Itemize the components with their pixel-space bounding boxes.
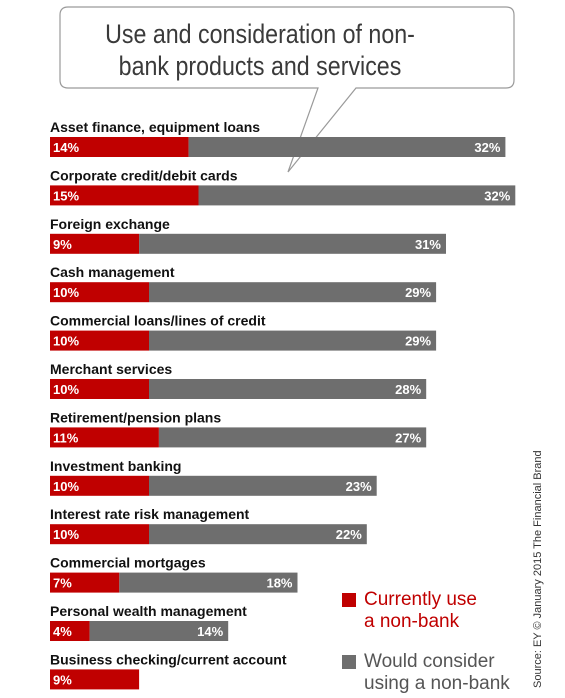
data-label-consider: 14% xyxy=(197,624,223,639)
bar-current xyxy=(50,572,120,593)
category-label: Foreign exchange xyxy=(50,216,170,232)
data-label-current: 15% xyxy=(53,188,79,203)
data-label-consider: 22% xyxy=(336,527,362,542)
legend-consider-line2: using a non-bank xyxy=(364,673,510,694)
category-label: Interest rate risk management xyxy=(50,506,250,522)
bar-current xyxy=(50,282,149,303)
bar-consider xyxy=(89,621,229,641)
data-label-current: 14% xyxy=(53,140,79,155)
legend-swatch-consider xyxy=(342,655,356,669)
category-label: Personal wealth management xyxy=(50,603,247,619)
data-label-consider: 29% xyxy=(405,285,431,300)
bar-consider xyxy=(158,427,427,448)
bar-consider xyxy=(149,330,437,351)
category-label: Merchant services xyxy=(50,361,172,377)
data-label-current: 10% xyxy=(53,285,79,300)
bar-current xyxy=(50,137,189,157)
bar-consider xyxy=(198,185,516,206)
bar-current xyxy=(50,379,149,399)
category-label: Investment banking xyxy=(50,458,181,474)
legend-swatch-current xyxy=(342,593,356,607)
category-label: Business checking/current account xyxy=(50,651,287,667)
data-label-current: 9% xyxy=(53,672,72,687)
title-speech-bubble xyxy=(59,6,515,173)
bar-consider xyxy=(149,475,377,496)
data-label-current: 9% xyxy=(53,237,72,252)
category-label: Commercial mortgages xyxy=(50,555,206,571)
bar-current xyxy=(50,185,199,206)
data-label-current: 10% xyxy=(53,479,79,494)
data-label-current: 11% xyxy=(53,430,79,445)
bar-current xyxy=(50,233,140,254)
legend-current-line1: Currently use xyxy=(364,589,477,610)
bar-consider xyxy=(188,137,506,157)
source-note: Source: EY © January 2015 The Financial … xyxy=(532,450,544,688)
data-label-current: 7% xyxy=(53,576,72,591)
category-label: Retirement/pension plans xyxy=(50,409,221,425)
category-label: Commercial loans/lines of credit xyxy=(50,313,266,329)
bar-current xyxy=(50,621,90,641)
bar-consider xyxy=(149,379,427,399)
bar-current xyxy=(50,330,149,351)
bar-current xyxy=(50,524,149,545)
bar-current xyxy=(50,475,149,496)
bar-current xyxy=(50,427,159,448)
data-label-consider: 18% xyxy=(266,576,292,591)
category-label: Corporate credit/debit cards xyxy=(50,167,238,183)
category-label: Asset finance, equipment loans xyxy=(50,119,260,135)
data-label-consider: 32% xyxy=(484,188,510,203)
category-label: Cash management xyxy=(50,264,175,280)
data-label-consider: 27% xyxy=(395,430,421,445)
legend-label-consider: Would consider using a non-bank xyxy=(364,651,564,695)
legend-current-line2: a non-bank xyxy=(364,611,460,632)
bar-current xyxy=(50,669,140,690)
data-label-consider: 32% xyxy=(474,140,500,155)
data-label-current: 10% xyxy=(53,527,79,542)
data-label-current: 10% xyxy=(53,382,79,397)
data-label-current: 4% xyxy=(53,624,72,639)
bar-consider xyxy=(149,524,367,545)
bar-group: Asset finance, equipment loans 14% 32% Corp… xyxy=(50,119,516,690)
legend-consider-line1: Would consider xyxy=(364,651,495,672)
legend-label-current: Currently use a non-bank xyxy=(364,589,564,633)
bar-consider xyxy=(139,233,446,254)
data-label-consider: 29% xyxy=(405,334,431,349)
data-label-consider: 28% xyxy=(395,382,421,397)
data-label-consider: 23% xyxy=(346,479,372,494)
bar-consider xyxy=(119,572,298,593)
chart-title: Use and consideration of non-bank produc… xyxy=(105,19,415,81)
bar-consider xyxy=(149,282,437,303)
data-label-consider: 31% xyxy=(415,237,441,252)
data-label-current: 10% xyxy=(53,334,79,349)
